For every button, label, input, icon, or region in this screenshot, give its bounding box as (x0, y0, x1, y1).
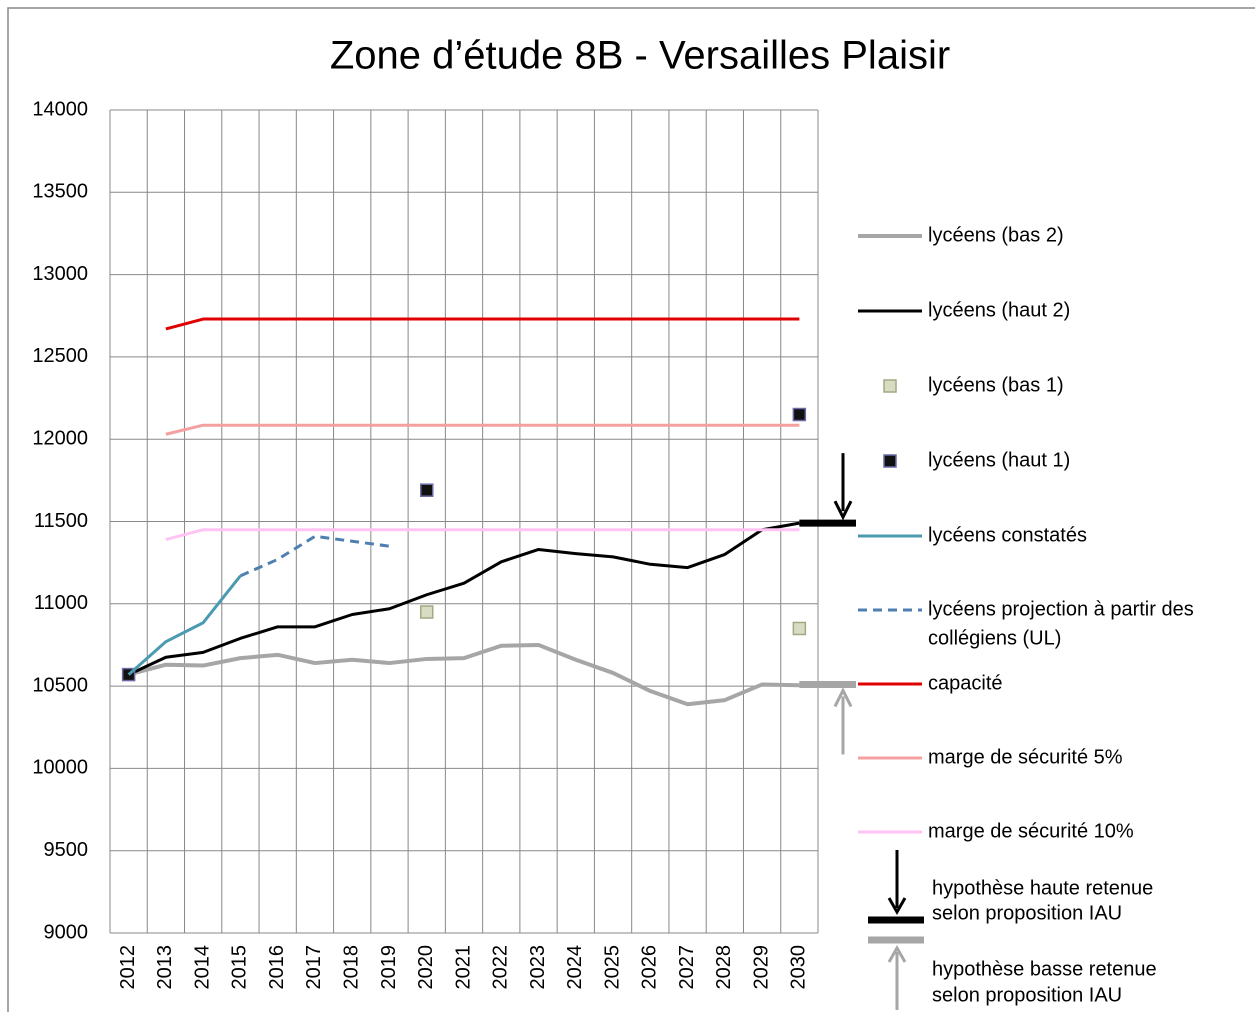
y-tick-label: 14000 (32, 98, 88, 120)
series-line (165, 423, 800, 436)
legend-marker (883, 454, 897, 468)
x-tick-label: 2029 (750, 945, 772, 990)
legend-label: lycéens (bas 1) (928, 374, 1064, 396)
y-tick-label: 9000 (44, 921, 89, 943)
x-tick-label: 2018 (340, 945, 362, 990)
legend-label: capacité (928, 672, 1003, 694)
series-line (128, 521, 800, 676)
legend-label: lycéens projection à partir des (928, 598, 1194, 620)
chart-title: Zone d’étude 8B - Versailles Plaisir (330, 34, 950, 78)
series-line (128, 642, 800, 707)
x-tick-label: 2014 (191, 945, 213, 990)
legend-label: hypothèse basse retenue (932, 958, 1157, 980)
legend-label: marge de sécurité 10% (928, 820, 1134, 842)
y-tick-label: 13000 (32, 263, 88, 285)
legend-label: collégiens (UL) (928, 627, 1061, 649)
legend-marker (883, 379, 897, 393)
x-tick-label: 2012 (117, 945, 139, 990)
x-tick-label: 2021 (452, 945, 474, 990)
x-tick-label: 2027 (676, 945, 698, 990)
x-tick-label: 2020 (415, 945, 437, 990)
y-tick-label: 11000 (34, 592, 88, 614)
legend-label: lycéens (bas 2) (928, 224, 1064, 246)
y-tick-label: 9500 (44, 839, 89, 861)
marker (792, 407, 807, 422)
x-tick-label: 2019 (378, 945, 400, 990)
series-line (165, 317, 800, 331)
x-tick-label: 2028 (713, 945, 735, 990)
series-line (165, 528, 800, 542)
legend-arrow-head (887, 944, 907, 963)
x-tick-label: 2024 (564, 945, 586, 990)
x-tick-label: 2017 (303, 945, 325, 990)
y-tick-label: 10000 (32, 757, 88, 779)
x-tick-label: 2026 (639, 945, 661, 990)
series-line (239, 534, 390, 578)
marker (419, 483, 434, 497)
legend-label: marge de sécurité 5% (928, 746, 1123, 768)
x-tick-label: 2030 (788, 945, 810, 990)
legend-label: lycéens (haut 2) (928, 299, 1070, 321)
x-tick-label: 2016 (266, 945, 288, 990)
legend-label: lycéens (haut 1) (928, 449, 1070, 471)
marker (419, 605, 434, 619)
legend-label: hypothèse haute retenue (932, 877, 1153, 899)
x-tick-label: 2013 (154, 945, 176, 990)
legend-label: lycéens constatés (928, 524, 1087, 546)
marker (792, 621, 807, 636)
x-tick-label: 2023 (527, 945, 549, 990)
y-tick-label: 12500 (32, 345, 88, 367)
x-tick-label: 2022 (490, 945, 512, 990)
legend-label: selon proposition IAU (932, 984, 1122, 1006)
y-tick-label: 13500 (32, 181, 88, 203)
frame (7, 7, 1255, 1012)
legend-label: selon proposition IAU (932, 902, 1122, 924)
y-tick-label: 10500 (32, 674, 88, 696)
arrow-head (833, 500, 853, 521)
arrow-head (833, 687, 853, 708)
x-tick-label: 2015 (229, 945, 251, 990)
series-line (127, 574, 242, 676)
y-tick-label: 11500 (34, 510, 88, 532)
legend-arrow-head (887, 897, 907, 916)
x-tick-label: 2025 (601, 945, 623, 990)
y-tick-label: 12000 (32, 427, 88, 449)
